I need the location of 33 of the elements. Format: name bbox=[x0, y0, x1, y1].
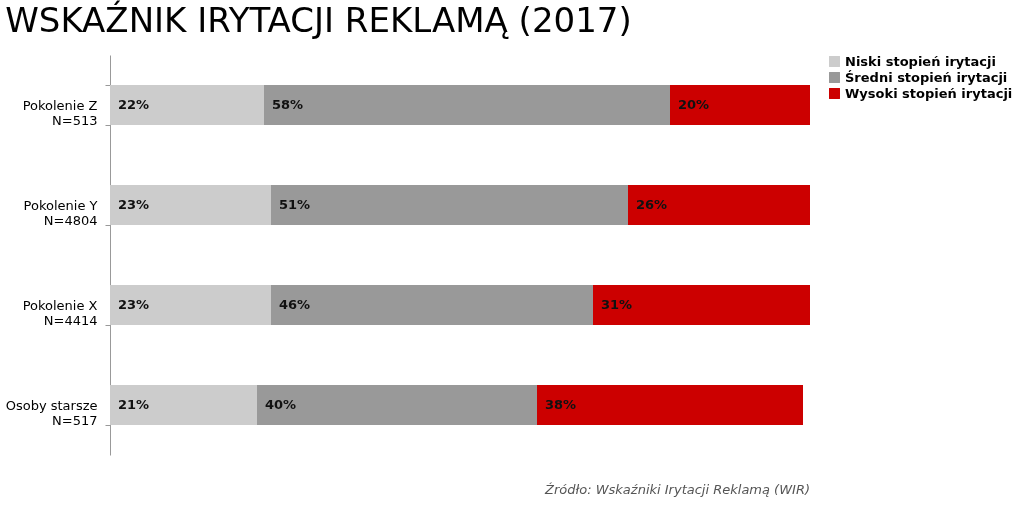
chart-title: WSKAŹNIK IRYTACJI REKLAMĄ (2017) bbox=[5, 0, 632, 40]
data-label: 22% bbox=[118, 97, 150, 112]
bar bbox=[110, 385, 257, 425]
bar bbox=[271, 185, 628, 225]
y-tick-label: Osoby starsze N=517 bbox=[5, 397, 98, 428]
bar bbox=[257, 385, 537, 425]
data-label: 23% bbox=[118, 297, 150, 312]
bar bbox=[537, 385, 803, 425]
data-label: 51% bbox=[279, 197, 311, 212]
bar bbox=[628, 185, 810, 225]
bar bbox=[110, 85, 264, 125]
legend-label: Wysoki stopień irytacji bbox=[845, 85, 1013, 101]
data-label: 40% bbox=[265, 397, 297, 412]
y-tick-label: Pokolenie Z N=513 bbox=[22, 97, 98, 128]
data-label: 23% bbox=[118, 197, 150, 212]
bar bbox=[110, 285, 271, 325]
legend-label: Średni stopień irytacji bbox=[845, 69, 1008, 85]
data-label: 26% bbox=[636, 197, 668, 212]
data-label: 58% bbox=[272, 97, 304, 112]
data-label: 38% bbox=[545, 397, 577, 412]
data-label: 21% bbox=[118, 397, 150, 412]
data-label: 46% bbox=[279, 297, 311, 312]
bar bbox=[264, 85, 670, 125]
y-tick-label: Pokolenie Y N=4804 bbox=[23, 197, 98, 228]
bar bbox=[593, 285, 810, 325]
data-label: 20% bbox=[678, 97, 710, 112]
text: Źródło: Wskaźniki Irytacji Reklamą (WIR) bbox=[544, 482, 810, 497]
y-tick-label: Pokolenie X N=4414 bbox=[22, 297, 98, 328]
bar bbox=[110, 185, 271, 225]
data-label: 31% bbox=[601, 297, 633, 312]
legend-label: Niski stopień irytacji bbox=[845, 53, 996, 69]
bar bbox=[271, 285, 593, 325]
bar bbox=[670, 85, 810, 125]
